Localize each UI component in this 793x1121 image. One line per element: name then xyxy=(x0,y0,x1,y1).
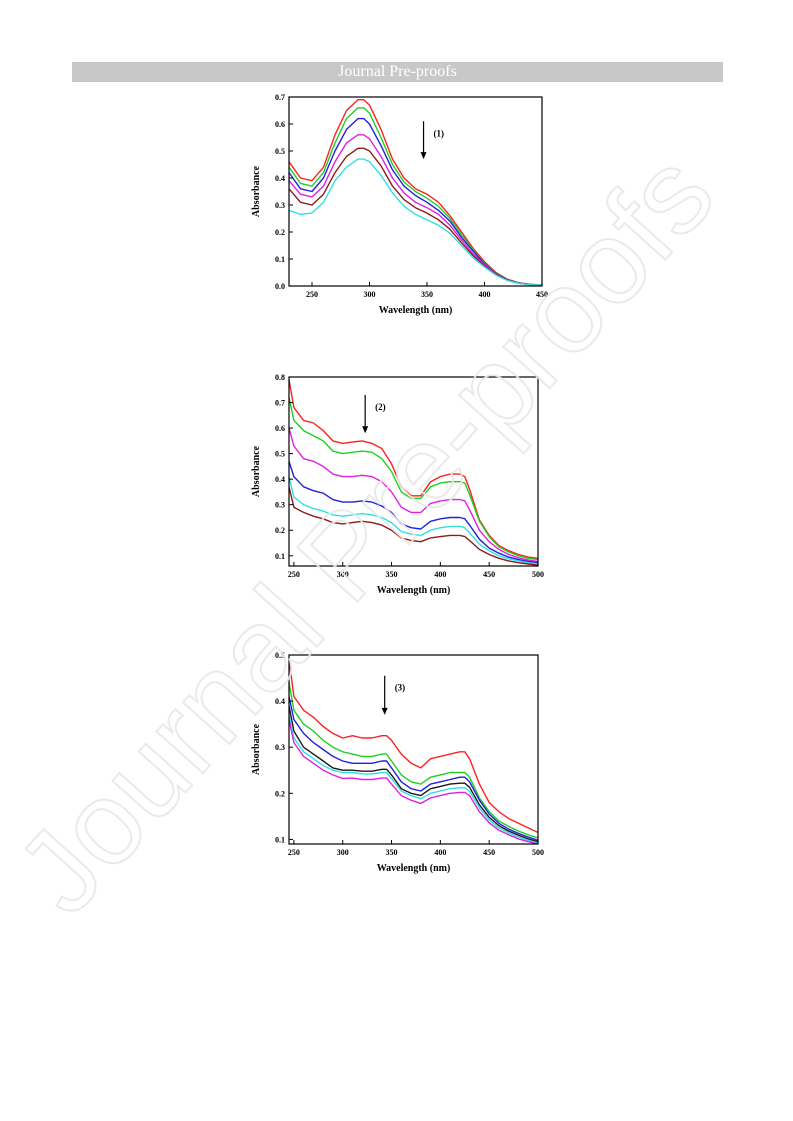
chart-3-x-tick-label: 250 xyxy=(288,848,300,857)
chart-3-frame xyxy=(288,654,539,845)
chart-1-annotation: (1) xyxy=(434,128,445,138)
chart-2-series-4-line xyxy=(289,461,538,564)
chart-3-y-axis-label: Absorbance xyxy=(251,723,262,775)
chart-2-x-tick-label: 350 xyxy=(386,570,398,579)
chart-2-y-tick-label: 0.4 xyxy=(275,475,285,484)
chart-3-series-6-line xyxy=(289,719,538,844)
chart-3-series-5-line xyxy=(289,714,538,844)
chart-1-arrow-head xyxy=(420,152,427,160)
chart-3-x-tick-label: 350 xyxy=(386,848,398,857)
chart-2-y-tick-label: 0.2 xyxy=(275,526,285,535)
chart-3-y-tick-label: 0.1 xyxy=(275,835,285,844)
chart-3-x-tick-label: 300 xyxy=(337,848,349,857)
chart-2-y-tick-label: 0.8 xyxy=(275,373,285,382)
chart-2-series-3-line xyxy=(289,427,538,563)
chart-3-series-3-line xyxy=(289,696,538,841)
chart-2-frame xyxy=(288,376,539,567)
chart-1-y-tick-label: 0.3 xyxy=(275,201,285,210)
chart-1-x-tick-label: 250 xyxy=(306,290,318,299)
chart-3-series-1-line xyxy=(289,659,538,834)
chart-1-y-axis-label: Absorbance xyxy=(251,165,262,217)
chart-3-x-axis-label: Wavelength (nm) xyxy=(377,863,451,874)
chart-3-series-4-line xyxy=(289,705,538,843)
chart-1-y-tick-label: 0.1 xyxy=(275,255,285,264)
chart-2-annotation: (2) xyxy=(375,402,386,412)
chart-3-x-tick-label: 450 xyxy=(483,848,495,857)
chart-1-x-axis-label: Wavelength (nm) xyxy=(379,305,453,316)
chart-2-series-1-line xyxy=(289,379,538,559)
chart-1-y-tick-label: 0.4 xyxy=(275,174,285,183)
chart-2-arrow-head xyxy=(362,426,369,434)
chart-2-x-tick-label: 300 xyxy=(337,570,349,579)
chart-3-annotation: (3) xyxy=(395,683,406,693)
chart-2-x-axis-label: Wavelength (nm) xyxy=(377,585,451,596)
chart-3-y-tick-label: 0.4 xyxy=(275,697,285,706)
chart-1-x-tick-label: 450 xyxy=(536,290,548,299)
chart-1-y-tick-label: 0.6 xyxy=(275,120,285,129)
chart-2-series-2-line xyxy=(289,397,538,561)
chart-2-y-tick-label: 0.7 xyxy=(275,399,285,408)
chart-1-x-tick-label: 350 xyxy=(421,290,433,299)
chart-1-y-tick-label: 0.2 xyxy=(275,228,285,237)
chart-2-y-tick-label: 0.1 xyxy=(275,552,285,561)
chart-3-y-tick-label: 0.2 xyxy=(275,789,285,798)
chart-1-y-tick-label: 0.0 xyxy=(275,282,285,291)
chart-3: 250 300 350 400 450 500 0.1 0.2 0.3 0.4 0.5 Wavelen… xyxy=(244,648,549,882)
chart-3-x-tick-label: 500 xyxy=(532,848,544,857)
chart-2-series-6-line xyxy=(289,486,538,566)
chart-2-svg: 250 300 350 400 450 500 0.1 0.2 0.3 0.4 0.5 0.6 0.7 0… xyxy=(251,373,544,596)
chart-2: 250 300 350 400 450 500 0.1 0.2 0.3 0.4 0.5 0.6 0.7 0… xyxy=(244,370,549,604)
chart-1-y-tick-label: 0.7 xyxy=(275,93,285,102)
chart-1-y-tick-label: 0.5 xyxy=(275,147,285,156)
chart-3-x-tick-label: 400 xyxy=(434,848,446,857)
chart-3-arrow-head xyxy=(381,707,388,715)
chart-3-y-tick-label: 0.3 xyxy=(275,743,285,752)
chart-1-series-6-line xyxy=(289,158,542,286)
chart-2-y-axis-label: Absorbance xyxy=(251,445,262,497)
chart-2-x-tick-label: 400 xyxy=(434,570,446,579)
chart-2-y-tick-label: 0.5 xyxy=(275,450,285,459)
chart-2-x-tick-label: 500 xyxy=(532,570,544,579)
chart-2-series-5-line xyxy=(289,476,538,565)
chart-2-y-tick-label: 0.6 xyxy=(275,424,285,433)
chart-1-x-tick-label: 400 xyxy=(479,290,491,299)
chart-2-x-tick-label: 250 xyxy=(288,570,300,579)
journal-banner: Journal Pre-proofs xyxy=(72,62,723,82)
chart-2-x-tick-label: 450 xyxy=(483,570,495,579)
chart-1: 250 300 350 400 450 0.0 0.1 0.2 0.3 0.4 0.5 0.6 0.7 W… xyxy=(244,90,549,324)
chart-2-y-tick-label: 0.3 xyxy=(275,501,285,510)
chart-1-frame xyxy=(288,96,543,287)
chart-1-svg: 250 300 350 400 450 0.0 0.1 0.2 0.3 0.4 0.5 0.6 0.7 W… xyxy=(251,93,548,316)
chart-3-y-tick-label: 0.5 xyxy=(275,651,285,660)
chart-1-x-tick-label: 300 xyxy=(364,290,376,299)
chart-3-svg: 250 300 350 400 450 500 0.1 0.2 0.3 0.4 0.5 Wavelen… xyxy=(251,651,544,874)
chart-3-series-2-line xyxy=(289,682,538,839)
